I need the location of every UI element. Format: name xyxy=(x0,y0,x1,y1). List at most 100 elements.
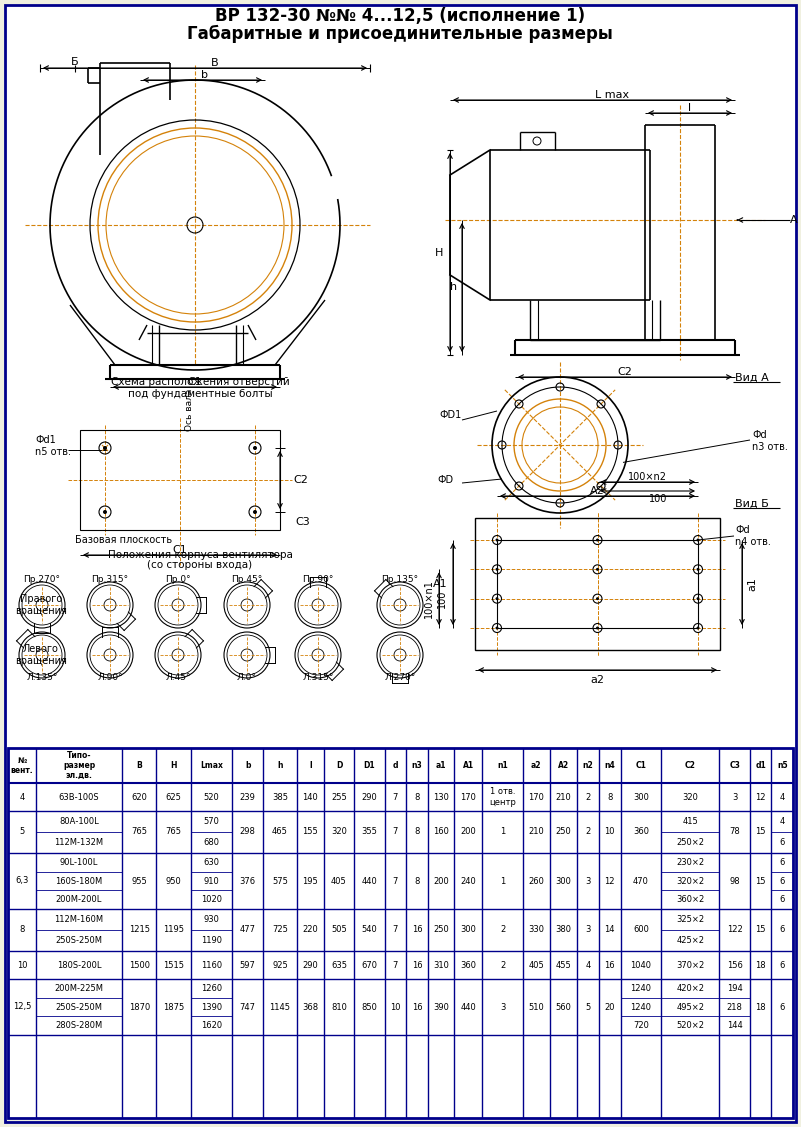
Text: 1620: 1620 xyxy=(201,1021,222,1030)
Text: n3 отв.: n3 отв. xyxy=(752,442,788,452)
Text: Пр.90°: Пр.90° xyxy=(302,576,334,585)
Text: Л.45°: Л.45° xyxy=(165,674,191,683)
Text: 100×n1: 100×n1 xyxy=(424,579,434,618)
Text: 250S-250М: 250S-250М xyxy=(55,1003,103,1012)
Text: 290: 290 xyxy=(361,792,377,801)
Text: Пр.270°: Пр.270° xyxy=(23,576,61,585)
Text: 405: 405 xyxy=(331,877,347,886)
Text: 78: 78 xyxy=(729,827,740,836)
Text: Правого
вращения: Правого вращения xyxy=(15,594,66,615)
Text: 15: 15 xyxy=(755,827,766,836)
Text: 1515: 1515 xyxy=(163,960,184,969)
Text: 6: 6 xyxy=(779,838,785,848)
Text: 3: 3 xyxy=(586,925,591,934)
Text: 1145: 1145 xyxy=(269,1003,291,1012)
Text: C2: C2 xyxy=(618,367,633,378)
Text: h: h xyxy=(450,283,457,293)
Text: 1040: 1040 xyxy=(630,960,651,969)
Text: 1240: 1240 xyxy=(630,1003,651,1012)
Text: 7: 7 xyxy=(392,792,398,801)
Text: C2: C2 xyxy=(293,474,308,485)
Text: 130: 130 xyxy=(433,792,449,801)
Text: 670: 670 xyxy=(361,960,377,969)
Text: n2: n2 xyxy=(583,761,594,770)
Text: 15: 15 xyxy=(755,877,766,886)
Text: d1: d1 xyxy=(755,761,766,770)
Text: 360×2: 360×2 xyxy=(676,895,704,904)
Text: 470: 470 xyxy=(633,877,649,886)
Text: 3: 3 xyxy=(500,1003,505,1012)
Text: 280S-280М: 280S-280М xyxy=(55,1021,103,1030)
Text: n4: n4 xyxy=(605,761,615,770)
Text: 7: 7 xyxy=(392,827,398,836)
Text: C3: C3 xyxy=(295,517,310,527)
Text: 477: 477 xyxy=(239,925,256,934)
Text: n5: n5 xyxy=(777,761,787,770)
Text: a1: a1 xyxy=(436,761,446,770)
Text: 310: 310 xyxy=(433,960,449,969)
Text: Фd1: Фd1 xyxy=(35,435,56,445)
Text: 63В-100S: 63В-100S xyxy=(58,792,99,801)
Text: 720: 720 xyxy=(633,1021,649,1030)
Text: A1: A1 xyxy=(433,579,448,589)
Text: 12: 12 xyxy=(605,877,615,886)
Text: 18: 18 xyxy=(755,960,766,969)
Text: 597: 597 xyxy=(239,960,256,969)
Text: a2: a2 xyxy=(590,675,605,685)
Text: 298: 298 xyxy=(239,827,256,836)
Text: C2: C2 xyxy=(685,761,696,770)
Text: 6,3: 6,3 xyxy=(15,877,29,886)
Circle shape xyxy=(253,446,257,450)
Text: 260: 260 xyxy=(528,877,544,886)
Text: Пр.0°: Пр.0° xyxy=(165,576,191,585)
Bar xyxy=(475,518,720,650)
Circle shape xyxy=(496,539,498,541)
Text: Вид А: Вид А xyxy=(735,373,769,383)
Text: 156: 156 xyxy=(727,960,743,969)
Circle shape xyxy=(596,597,599,601)
Text: 16: 16 xyxy=(605,960,615,969)
Text: 440: 440 xyxy=(461,1003,477,1012)
Text: C1: C1 xyxy=(187,378,203,387)
Text: 1240: 1240 xyxy=(630,984,651,993)
Text: 10: 10 xyxy=(17,960,27,969)
Text: 144: 144 xyxy=(727,1021,743,1030)
Text: 520×2: 520×2 xyxy=(676,1021,704,1030)
Text: 230×2: 230×2 xyxy=(676,858,704,867)
Text: 239: 239 xyxy=(239,792,256,801)
Circle shape xyxy=(596,627,599,630)
Text: n3: n3 xyxy=(412,761,422,770)
Text: 6: 6 xyxy=(779,1003,785,1012)
Text: Левого
вращения: Левого вращения xyxy=(15,645,66,666)
Text: 240: 240 xyxy=(461,877,477,886)
Text: 4: 4 xyxy=(586,960,591,969)
Text: Базовая плоскость: Базовая плоскость xyxy=(75,535,172,545)
Text: 12: 12 xyxy=(755,792,766,801)
Text: 325×2: 325×2 xyxy=(676,915,704,924)
Text: 170: 170 xyxy=(528,792,544,801)
Text: h: h xyxy=(277,761,283,770)
Text: Фd: Фd xyxy=(735,525,750,535)
Text: 8: 8 xyxy=(414,877,420,886)
Text: 930: 930 xyxy=(203,915,219,924)
Circle shape xyxy=(103,446,107,450)
Text: 635: 635 xyxy=(331,960,347,969)
Text: A: A xyxy=(790,215,798,225)
Text: Типо-
размер
эл.дв.: Типо- размер эл.дв. xyxy=(63,751,95,780)
Text: (со стороны входа): (со стороны входа) xyxy=(147,560,252,570)
Text: 360: 360 xyxy=(461,960,477,969)
Text: 1500: 1500 xyxy=(129,960,150,969)
Text: 368: 368 xyxy=(303,1003,319,1012)
Text: D: D xyxy=(336,761,342,770)
Text: 16: 16 xyxy=(412,1003,422,1012)
Text: 376: 376 xyxy=(239,877,256,886)
Text: 320: 320 xyxy=(682,792,698,801)
Text: 255: 255 xyxy=(331,792,347,801)
Text: 16: 16 xyxy=(412,925,422,934)
Text: 390: 390 xyxy=(433,1003,449,1012)
Text: 290: 290 xyxy=(303,960,318,969)
Text: 1260: 1260 xyxy=(201,984,222,993)
Text: L max: L max xyxy=(595,90,630,100)
Text: 90L-100L: 90L-100L xyxy=(60,858,99,867)
Text: Б: Б xyxy=(71,57,78,66)
